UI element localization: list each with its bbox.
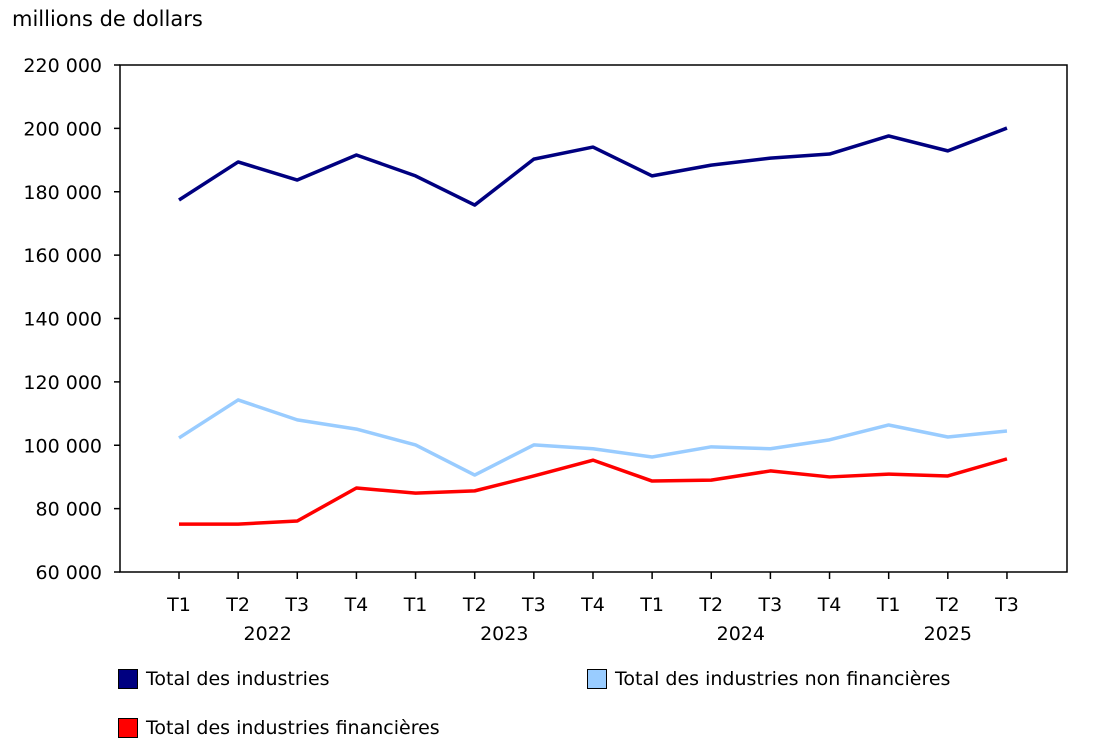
y-axis-label: millions de dollars: [12, 7, 203, 31]
x-tick-label: T4: [580, 594, 605, 616]
legend-item-financial: Total des industries financières: [118, 717, 440, 739]
y-tick-label: 180 000: [23, 182, 102, 204]
x-tick-label: T3: [994, 594, 1019, 616]
line-chart: millions de dollars 60 000 80 000 100 000 1…: [12, 7, 1068, 645]
series-line-1: [178, 398, 1008, 477]
series-line-2: [179, 457, 1008, 526]
x-tick-label: T4: [817, 594, 842, 616]
x-tick-label: T3: [758, 594, 783, 616]
y-tick-label: 220 000: [23, 55, 102, 77]
legend-swatch: [118, 718, 138, 738]
x-year-label: 2024: [717, 623, 765, 645]
legend-label: Total des industries non financières: [615, 668, 951, 690]
legend-swatch: [587, 669, 607, 689]
x-tick-label: T1: [639, 594, 664, 616]
x-year-label: 2025: [924, 623, 972, 645]
x-year-label: 2022: [244, 623, 292, 645]
x-tick-label: T2: [462, 594, 487, 616]
x-tick-label: T2: [698, 594, 723, 616]
x-tick-label: T1: [166, 594, 191, 616]
legend-label: Total des industries financières: [146, 717, 440, 739]
legend-swatch: [118, 669, 138, 689]
y-tick-label: 100 000: [23, 435, 102, 457]
legend-label: Total des industries: [146, 668, 330, 690]
y-tick-label: 140 000: [23, 309, 102, 331]
plot-frame: [119, 64, 1068, 573]
y-tick-label: 60 000: [36, 562, 102, 584]
legend-item-non-financial: Total des industries non financières: [587, 668, 950, 690]
y-tick-label: 80 000: [36, 499, 102, 521]
x-tick-label: T1: [403, 594, 428, 616]
x-tick-label: T2: [935, 594, 960, 616]
legend-item-total: Total des industries: [118, 668, 330, 690]
x-tick-label: T1: [876, 594, 901, 616]
x-tick-label: T2: [225, 594, 250, 616]
y-tick-label: 200 000: [23, 118, 102, 140]
y-tick-label: 160 000: [23, 245, 102, 267]
x-tick-label: T4: [344, 594, 369, 616]
x-tick-label: T3: [284, 594, 309, 616]
y-tick-label: 120 000: [23, 372, 102, 394]
series-line-0: [178, 126, 1008, 207]
x-tick-label: T3: [521, 594, 546, 616]
x-year-label: 2023: [480, 623, 528, 645]
